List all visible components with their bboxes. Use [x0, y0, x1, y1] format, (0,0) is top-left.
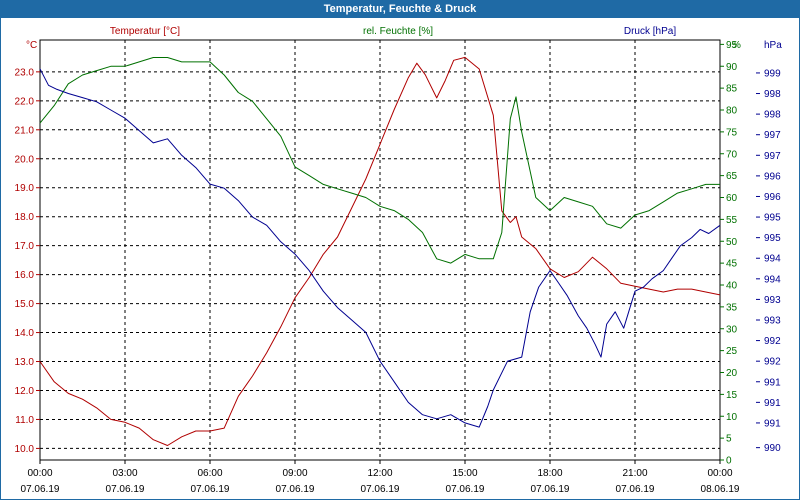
x-tick-date: 07.06.19 — [446, 484, 485, 495]
y-tick-label-temperature: 23.0 — [15, 67, 35, 78]
series-lines — [39, 56, 721, 446]
y-tick-label-pressure: 993 — [764, 316, 781, 327]
unit-humidity: % — [732, 40, 741, 51]
y-tick-label-humidity: 35 — [726, 302, 738, 313]
x-tick-time: 03:00 — [112, 468, 137, 479]
y-tick-label-temperature: 18.0 — [15, 212, 35, 223]
grid — [40, 40, 720, 460]
y-tick-label-temperature: 20.0 — [15, 154, 35, 165]
y-tick-label-humidity: 80 — [726, 106, 738, 117]
y-tick-label-humidity: 55 — [726, 215, 738, 226]
x-tick-time: 09:00 — [282, 468, 307, 479]
x-tick-date: 07.06.19 — [361, 484, 400, 495]
y-tick-label-pressure: 992 — [764, 357, 781, 368]
y-tick-label-humidity: 50 — [726, 237, 738, 248]
y-tick-label-pressure: 991 — [764, 398, 781, 409]
y-tick-label-pressure: 991 — [764, 418, 781, 429]
y-tick-label-humidity: 0 — [726, 456, 732, 467]
y-tick-label-pressure: 996 — [764, 192, 781, 203]
x-tick-time: 00:00 — [27, 468, 52, 479]
y-tick-label-pressure: 990 — [764, 443, 781, 454]
series-line-humidity — [39, 57, 720, 264]
y-tick-label-temperature: 13.0 — [15, 357, 35, 368]
y-tick-label-humidity: 85 — [726, 84, 738, 95]
y-tick-label-humidity: 30 — [726, 324, 738, 335]
y-tick-label-pressure: 998 — [764, 89, 781, 100]
x-tick-time: 18:00 — [537, 468, 562, 479]
y-tick-label-pressure: 998 — [764, 110, 781, 121]
y-tick-label-temperature: 17.0 — [15, 241, 35, 252]
x-tick-time: 00:00 — [707, 468, 732, 479]
x-tick-date: 08.06.19 — [701, 484, 740, 495]
x-tick-time: 06:00 — [197, 468, 222, 479]
y-tick-label-temperature: 12.0 — [15, 386, 35, 397]
y-tick-label-humidity: 25 — [726, 346, 738, 357]
y-tick-label-pressure: 996 — [764, 171, 781, 182]
y-tick-label-pressure: 991 — [764, 377, 781, 388]
y-tick-label-pressure: 995 — [764, 213, 781, 224]
unit-temperature: °C — [26, 40, 37, 51]
x-tick-date: 07.06.19 — [191, 484, 230, 495]
y-tick-label-temperature: 22.0 — [15, 96, 35, 107]
x-tick-date: 07.06.19 — [106, 484, 145, 495]
legend: Temperatur [°C] rel. Feuchte [%] Druck [… — [26, 26, 782, 51]
x-tick-date: 07.06.19 — [21, 484, 60, 495]
y-tick-label-temperature: 11.0 — [15, 415, 34, 426]
y-tick-label-humidity: 75 — [726, 127, 738, 138]
y-tick-label-temperature: 19.0 — [15, 183, 35, 194]
y-tick-label-pressure: 999 — [764, 68, 781, 79]
x-tick-time: 12:00 — [367, 468, 392, 479]
legend-pressure: Druck [hPa] — [624, 26, 676, 37]
y-tick-label-humidity: 90 — [726, 62, 738, 73]
y-tick-label-pressure: 997 — [764, 130, 781, 141]
y-tick-label-pressure: 995 — [764, 233, 781, 244]
y-tick-label-humidity: 70 — [726, 149, 738, 160]
y-tick-label-humidity: 15 — [726, 390, 738, 401]
y-tick-label-humidity: 40 — [726, 281, 738, 292]
y-tick-label-humidity: 5 — [726, 434, 732, 445]
y-tick-label-pressure: 993 — [764, 295, 781, 306]
series-line-pressure — [39, 68, 721, 428]
x-tick-date: 07.06.19 — [531, 484, 570, 495]
y-tick-label-temperature: 14.0 — [15, 328, 35, 339]
y-tick-label-temperature: 10.0 — [15, 444, 35, 455]
y-tick-label-pressure: 994 — [764, 274, 781, 285]
axes: 00:00 07.06.19 03:00 07.06.19 06:00 07.06.19 0… — [15, 40, 782, 495]
y-tick-label-humidity: 65 — [726, 171, 738, 182]
legend-humidity: rel. Feuchte [%] — [363, 26, 433, 37]
y-tick-label-humidity: 20 — [726, 368, 738, 379]
x-tick-date: 07.06.19 — [276, 484, 315, 495]
y-tick-label-humidity: 60 — [726, 193, 738, 204]
y-tick-label-temperature: 21.0 — [15, 125, 35, 136]
window-title: Temperatur, Feuchte & Druck — [0, 0, 800, 18]
y-tick-label-humidity: 10 — [726, 412, 738, 423]
y-tick-label-pressure: 992 — [764, 336, 781, 347]
y-tick-label-humidity: 95 — [726, 40, 738, 51]
x-tick-time: 15:00 — [452, 468, 477, 479]
y-tick-label-humidity: 45 — [726, 259, 738, 270]
series-line-temperature — [39, 56, 721, 446]
y-tick-label-temperature: 16.0 — [15, 270, 35, 281]
x-tick-date: 07.06.19 — [616, 484, 655, 495]
legend-temperature: Temperatur [°C] — [110, 26, 180, 37]
unit-pressure: hPa — [764, 40, 782, 51]
y-tick-label-pressure: 994 — [764, 254, 781, 265]
y-tick-label-temperature: 15.0 — [15, 299, 35, 310]
y-tick-label-pressure: 997 — [764, 151, 781, 162]
x-tick-time: 21:00 — [622, 468, 647, 479]
